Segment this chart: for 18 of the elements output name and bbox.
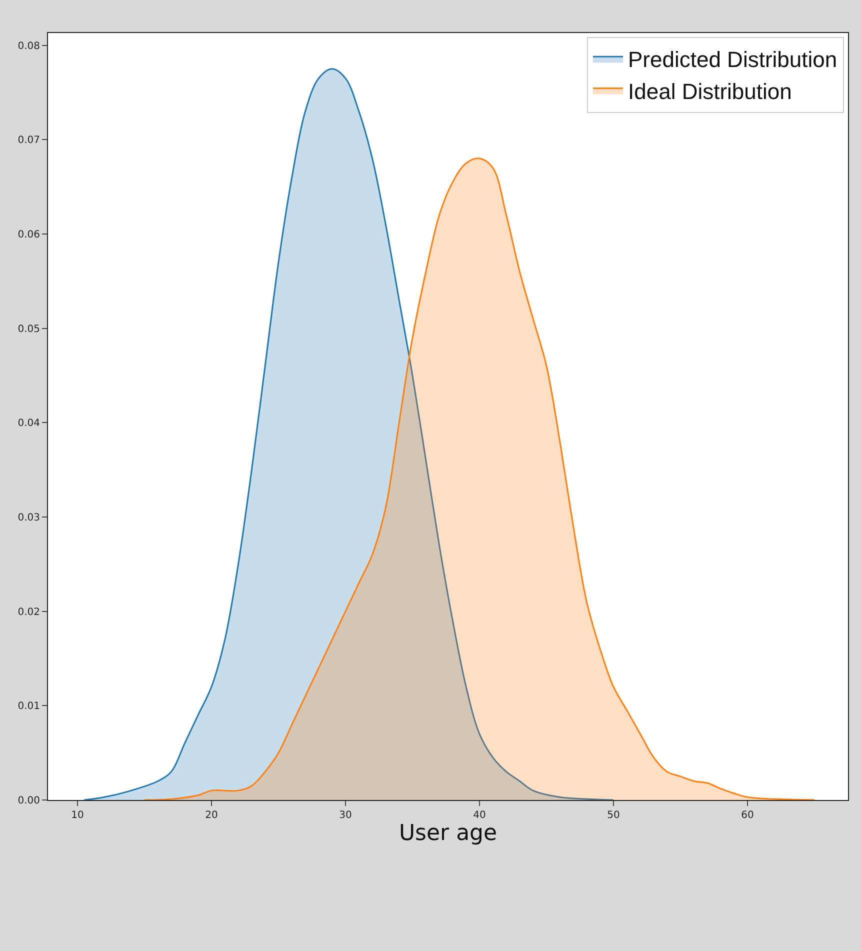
x-tick-label: 60	[741, 810, 754, 821]
x-tick-label: 20	[205, 810, 218, 821]
y-tick-label: 0.01	[18, 701, 40, 712]
x-tick-label: 40	[473, 810, 486, 821]
y-tick-label: 0.08	[18, 40, 40, 52]
y-tick-label: 0.00	[18, 796, 40, 806]
y-tick-label: 0.02	[18, 606, 40, 618]
y-tick-label: 0.04	[18, 418, 40, 430]
x-tick-label: 50	[607, 810, 620, 821]
y-tick-label: 0.07	[18, 135, 40, 146]
x-tick-label: 10	[71, 810, 84, 821]
x-tick-label: 30	[339, 810, 352, 821]
y-tick-label: 0.06	[18, 229, 40, 240]
legend-label: Ideal Distribution	[628, 78, 792, 104]
y-tick-label: 0.03	[18, 512, 40, 524]
x-axis-title: User age	[398, 821, 498, 846]
y-tick-label: 0.05	[18, 324, 40, 335]
legend-label: Predicted Distribution	[628, 47, 838, 72]
